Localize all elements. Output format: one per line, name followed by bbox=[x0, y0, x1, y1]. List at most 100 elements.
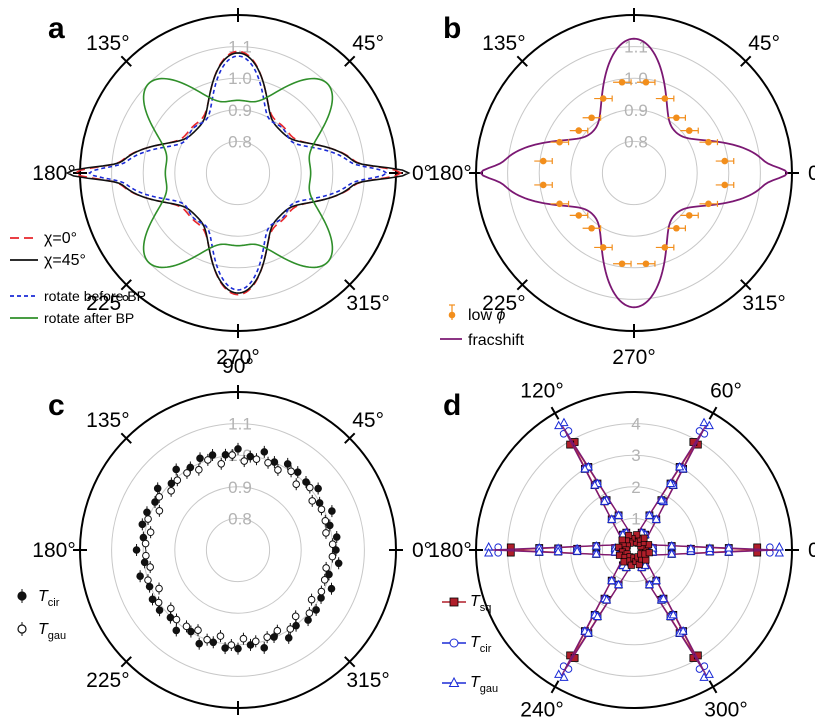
data-point-t-gau bbox=[227, 641, 236, 649]
angle-tick bbox=[516, 55, 528, 67]
angle-label-90: 90° bbox=[222, 355, 254, 378]
data-point-t-cir bbox=[196, 454, 204, 463]
data-point-t-cir bbox=[151, 498, 159, 506]
angle-label-180: 180° bbox=[32, 539, 75, 562]
angle-tick bbox=[740, 279, 752, 291]
marker-t-gau bbox=[724, 542, 734, 552]
data-point-t-gau bbox=[146, 563, 154, 571]
marker-t-sq bbox=[645, 549, 653, 557]
r-tick-label: 1.1 bbox=[228, 415, 252, 434]
marker-t-gau bbox=[705, 543, 715, 552]
data-point-low-phi bbox=[618, 260, 626, 268]
data-point-low-phi bbox=[685, 212, 693, 219]
angle-label-240: 240° bbox=[520, 698, 563, 721]
legend-label: rotate before BP bbox=[44, 288, 146, 304]
data-point-t-gau bbox=[155, 584, 163, 593]
data-point-t-cir bbox=[234, 445, 242, 453]
data-point-low-phi bbox=[705, 200, 712, 208]
series-line-3 bbox=[142, 77, 334, 269]
legend-label: Tcir bbox=[38, 588, 60, 609]
data-point-t-gau bbox=[167, 604, 175, 613]
r-tick-label: 1 bbox=[631, 509, 640, 528]
marker-t-gau bbox=[640, 560, 650, 569]
panel-letter: c bbox=[48, 389, 65, 422]
grid-circle bbox=[174, 109, 302, 237]
marker-t-gau bbox=[774, 547, 784, 557]
r-tick-label: 0.9 bbox=[228, 101, 252, 120]
data-point-t-gau bbox=[194, 626, 202, 634]
panel-b: 0° 45° 90° 135° 180° 225° 270° 315° 0.8 0.9 1.0 1.1… bbox=[428, 0, 815, 369]
data-point-t-cir bbox=[304, 616, 312, 624]
data-point-t-cir bbox=[292, 621, 300, 630]
legend-sub: cir bbox=[480, 643, 492, 655]
panel-d: 0° 60° 120° 180° 240° 300° 1 2 3 4 d Tsq Tcir Tgau bbox=[428, 380, 815, 722]
data-point-low-phi bbox=[539, 157, 547, 165]
data-point-t-gau bbox=[307, 595, 316, 604]
grid-circle bbox=[111, 423, 365, 677]
marker-t-gau bbox=[534, 546, 544, 556]
data-point-low-phi bbox=[705, 138, 712, 146]
data-point-t-cir bbox=[270, 633, 278, 641]
marker-t-gau bbox=[591, 548, 601, 558]
marker-t-gau bbox=[644, 579, 655, 589]
angle-label-315: 315° bbox=[346, 669, 389, 692]
data-point-low-phi bbox=[642, 78, 650, 86]
data-point-t-gau bbox=[167, 487, 175, 495]
angle-tick bbox=[120, 432, 132, 444]
series-line-0 bbox=[73, 50, 403, 296]
legend-swatch bbox=[17, 624, 27, 634]
marker-t-gau bbox=[644, 510, 655, 519]
data-point-t-cir bbox=[153, 484, 162, 493]
data-point-t-gau bbox=[155, 493, 164, 501]
data-point-low-phi bbox=[661, 244, 669, 251]
data-point-t-gau bbox=[306, 483, 314, 492]
angle-label-225: 225° bbox=[86, 292, 129, 315]
series-line-2 bbox=[88, 55, 388, 291]
angle-label-90: 90° bbox=[618, 0, 650, 1]
r-tick-label: 0.8 bbox=[228, 132, 252, 151]
legend-label: Tcir bbox=[470, 634, 492, 655]
data-point-t-cir bbox=[187, 627, 195, 636]
data-point-t-cir bbox=[138, 520, 147, 529]
marker-t-gau bbox=[667, 540, 677, 550]
data-point-low-phi bbox=[556, 200, 563, 208]
marker-t-gau bbox=[590, 480, 600, 489]
marker-t-gau bbox=[583, 628, 593, 637]
marker-t-sq bbox=[618, 536, 626, 544]
data-point-t-cir bbox=[327, 584, 336, 593]
data-point-t-gau bbox=[144, 515, 152, 523]
series-line-0 bbox=[510, 442, 758, 658]
data-point-low-phi bbox=[575, 127, 583, 134]
data-point-t-gau bbox=[328, 552, 337, 561]
panel-a: 0°45°90°135°180°225°270°315°0.80.91.01.1… bbox=[10, 0, 432, 369]
r-tick-label: 4 bbox=[631, 415, 640, 434]
legend-sub: gau bbox=[48, 630, 66, 642]
angle-label-225: 225° bbox=[482, 292, 525, 315]
r-tick-label: 1.1 bbox=[624, 38, 648, 57]
data-point-t-cir bbox=[293, 468, 302, 476]
grid-circle bbox=[205, 517, 271, 583]
data-point-t-gau bbox=[273, 626, 282, 635]
data-point-t-cir bbox=[209, 638, 218, 647]
data-point-t-cir bbox=[145, 582, 154, 591]
data-point-t-cir bbox=[143, 508, 151, 517]
legend-label: fracshift bbox=[468, 332, 525, 349]
data-point-t-gau bbox=[216, 632, 225, 640]
marker-t-gau bbox=[704, 669, 714, 678]
legend-label: χ=0° bbox=[44, 230, 77, 247]
data-point-t-cir bbox=[334, 559, 343, 568]
angle-tick bbox=[120, 656, 132, 668]
data-point-t-cir bbox=[284, 634, 293, 642]
marker-t-gau bbox=[686, 543, 696, 553]
legend-sub: gau bbox=[480, 683, 498, 695]
data-point-t-cir bbox=[155, 606, 164, 614]
data-point-low-phi bbox=[599, 244, 607, 251]
data-point-t-gau bbox=[142, 551, 150, 560]
angle-label-270: 270° bbox=[612, 346, 655, 369]
data-point-t-gau bbox=[252, 455, 261, 463]
angle-label-120: 120° bbox=[520, 380, 563, 403]
legend-label: Tsq bbox=[470, 593, 491, 614]
r-tick-label: 0.8 bbox=[624, 132, 648, 151]
data-point-t-gau bbox=[141, 539, 150, 548]
data-point-t-cir bbox=[172, 465, 180, 474]
